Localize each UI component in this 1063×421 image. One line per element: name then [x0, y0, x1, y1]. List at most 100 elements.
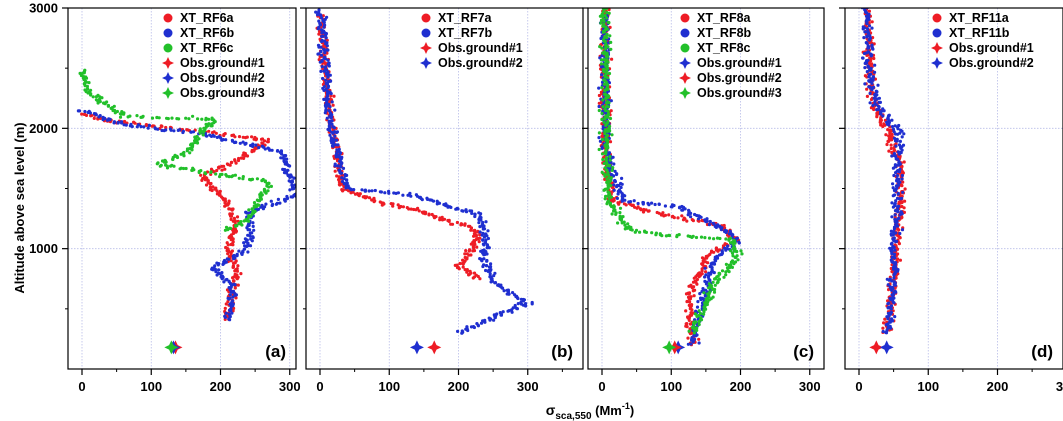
data-point	[862, 51, 867, 56]
data-point	[147, 123, 151, 127]
data-point	[599, 18, 604, 22]
data-point	[331, 131, 335, 135]
data-point	[339, 162, 343, 166]
data-point	[224, 278, 228, 282]
data-point	[230, 311, 234, 315]
data-point	[323, 57, 328, 61]
data-point	[597, 147, 601, 152]
data-point	[684, 322, 688, 326]
data-point	[122, 111, 126, 115]
panel-a: 0 100 200 300 1000 2000 3000 XT_RF6aXT_RF6bXT_R…	[29, 1, 301, 395]
data-point	[901, 171, 905, 175]
legend-marker	[163, 43, 173, 53]
data-point	[900, 228, 905, 232]
data-point	[870, 20, 874, 24]
data-point	[613, 178, 617, 183]
data-point	[226, 243, 230, 247]
data-point	[870, 81, 874, 85]
data-point	[607, 101, 611, 105]
data-point	[228, 318, 232, 322]
data-point	[635, 206, 639, 210]
data-point	[288, 188, 292, 192]
data-point	[118, 115, 123, 119]
data-point	[736, 258, 740, 262]
data-point	[259, 205, 263, 209]
data-point	[712, 290, 717, 294]
data-point	[204, 122, 208, 126]
data-point	[598, 14, 603, 18]
data-point	[636, 201, 640, 206]
data-point	[647, 203, 651, 207]
data-point	[484, 264, 489, 268]
data-point	[686, 342, 691, 346]
data-point	[697, 341, 701, 345]
data-point	[603, 8, 607, 11]
data-point	[704, 298, 708, 302]
data-point	[212, 134, 216, 138]
data-point	[212, 130, 216, 134]
x-axis-title-symbol: σ	[546, 402, 556, 418]
data-point	[873, 63, 877, 67]
data-point	[440, 215, 444, 219]
data-point	[106, 103, 110, 108]
data-point	[325, 116, 329, 120]
data-point	[870, 88, 874, 92]
data-point	[630, 203, 634, 208]
data-point	[482, 235, 486, 239]
data-point	[101, 118, 105, 122]
data-point	[667, 213, 671, 217]
data-point	[626, 222, 630, 226]
data-point	[712, 237, 716, 241]
data-point	[619, 190, 623, 194]
data-point	[222, 164, 226, 168]
data-point	[119, 112, 123, 116]
data-point	[478, 225, 482, 229]
data-point	[460, 209, 464, 213]
data-point	[707, 274, 711, 278]
data-point	[485, 234, 489, 238]
data-point	[672, 216, 676, 220]
data-point	[900, 177, 904, 181]
legend-marker	[420, 42, 432, 54]
data-point	[868, 34, 872, 38]
data-point	[233, 269, 237, 273]
data-point	[603, 75, 608, 79]
data-point	[184, 116, 188, 120]
data-point	[605, 69, 609, 73]
data-point	[327, 64, 331, 68]
data-point	[895, 224, 900, 228]
data-point	[600, 73, 604, 77]
data-point	[605, 133, 610, 137]
panel-label: (c)	[793, 342, 814, 361]
data-point	[87, 81, 91, 85]
data-point	[344, 186, 348, 190]
data-point	[603, 92, 607, 96]
data-point	[456, 329, 460, 333]
data-point	[322, 25, 326, 29]
data-point	[685, 325, 689, 329]
data-point	[237, 135, 242, 139]
data-point	[712, 250, 716, 254]
panel-label: (a)	[265, 342, 286, 361]
data-point	[602, 57, 606, 62]
data-point	[623, 227, 627, 231]
data-point	[493, 281, 497, 285]
legend-label: XT_RF7b	[438, 26, 493, 40]
data-point	[285, 196, 290, 200]
data-point	[230, 208, 234, 212]
data-point	[231, 276, 235, 280]
data-point	[861, 56, 865, 60]
data-point	[333, 169, 337, 173]
data-point	[460, 222, 464, 227]
ground-obs-marker	[427, 340, 442, 355]
data-point	[380, 203, 384, 207]
data-point	[737, 241, 741, 245]
data-point	[896, 127, 900, 131]
data-point	[869, 54, 873, 58]
data-point	[896, 192, 900, 196]
data-point	[599, 21, 603, 25]
data-point	[604, 194, 608, 198]
data-point	[255, 177, 259, 181]
data-point	[706, 261, 710, 265]
data-point	[288, 175, 292, 179]
